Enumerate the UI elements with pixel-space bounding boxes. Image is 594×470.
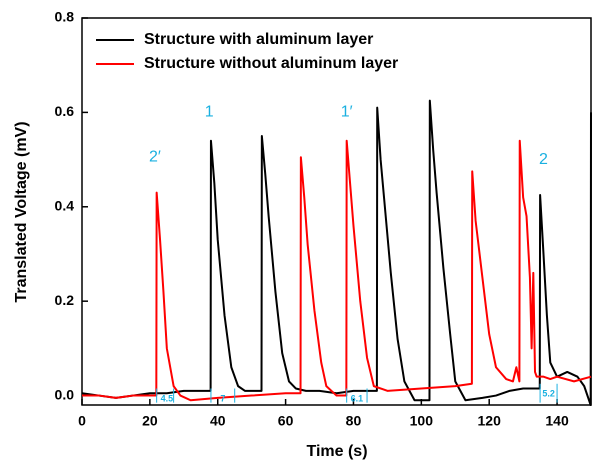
x-tick-label: 40 bbox=[210, 413, 226, 429]
annotation: 2′ bbox=[149, 148, 161, 165]
annotation: 6.1 bbox=[351, 394, 364, 404]
series-line bbox=[81, 99, 592, 406]
legend-label: Structure with aluminum layer bbox=[144, 31, 373, 48]
annotation: 1′ bbox=[341, 104, 353, 121]
annotation: 4.5 bbox=[161, 394, 174, 404]
x-tick-label: 20 bbox=[142, 413, 158, 429]
y-tick-label: 0.6 bbox=[55, 103, 75, 119]
y-tick-label: 0.0 bbox=[55, 386, 75, 402]
annotation: 1 bbox=[205, 104, 214, 121]
x-tick-label: 60 bbox=[278, 413, 294, 429]
y-tick-label: 0.4 bbox=[55, 197, 75, 213]
y-axis-label: Translated Voltage (mV) bbox=[13, 121, 30, 302]
x-axis-label: Time (s) bbox=[306, 443, 367, 460]
x-tick-label: 0 bbox=[78, 413, 86, 429]
annotation: 5.2 bbox=[542, 389, 555, 399]
series-line bbox=[82, 139, 592, 402]
x-tick-label: 80 bbox=[346, 413, 362, 429]
annotation: 2 bbox=[539, 151, 548, 168]
x-tick-label: 100 bbox=[410, 413, 434, 429]
x-tick-label: 120 bbox=[478, 413, 502, 429]
legend-label: Structure without aluminum layer bbox=[144, 55, 398, 72]
y-tick-label: 0.8 bbox=[55, 9, 75, 25]
y-tick-label: 0.2 bbox=[55, 292, 75, 308]
x-tick-label: 140 bbox=[545, 413, 569, 429]
annotation: 7 bbox=[220, 394, 225, 404]
